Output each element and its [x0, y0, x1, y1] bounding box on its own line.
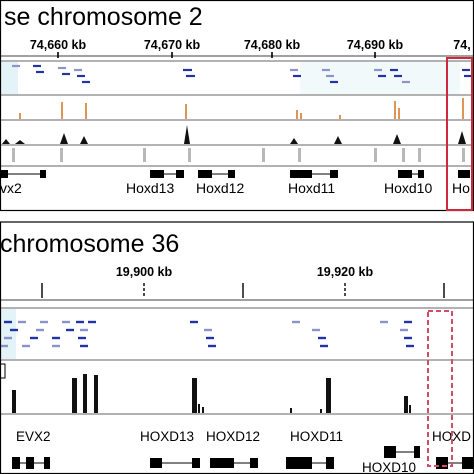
conserved-block [188, 148, 191, 162]
gene-label: Hoxd10 [384, 180, 432, 196]
gene-label: vx2 [0, 180, 22, 196]
signal-peak [80, 136, 88, 144]
gene-model [330, 170, 338, 178]
signal-peak [334, 136, 342, 144]
signal-peak [198, 404, 200, 413]
signal-peak [393, 134, 401, 144]
conserved-block [143, 148, 146, 162]
gene-model [150, 458, 162, 468]
gene-model [40, 170, 46, 178]
gene-model [0, 170, 8, 178]
signal-peak [2, 139, 10, 144]
signal-peak [202, 407, 204, 413]
signal-peak [60, 133, 68, 144]
signal-peak [83, 374, 87, 413]
gene-label: Ho [452, 180, 470, 196]
signal-peak [458, 131, 466, 144]
top-coord-label: 74,670 kb [144, 38, 201, 52]
gene-model [290, 170, 312, 178]
top-coord-label: 74, [453, 38, 470, 52]
gene-label: HOXD [432, 429, 471, 444]
top-feature-track [12, 64, 472, 84]
gene-model [250, 458, 258, 468]
bottom-track-separators [0, 307, 474, 415]
signal-peak [12, 390, 16, 413]
gene-model [228, 170, 235, 178]
top-coord-label: 74,690 kb [347, 38, 404, 52]
gene-model [384, 446, 396, 458]
conserved-block [462, 148, 465, 162]
bottom-coord-label: 19,920 kb [317, 265, 374, 279]
top-panel-frame [0, 0, 474, 212]
gene-model [458, 170, 470, 178]
bottom-feature-track [0, 320, 414, 348]
gene-label: EVX2 [16, 429, 51, 444]
gene-model [210, 458, 234, 468]
gene-model [286, 457, 312, 469]
gene-model [44, 457, 50, 469]
bottom-coord-label: 19,900 kb [116, 265, 173, 279]
gene-model [462, 457, 474, 469]
top-tint-left [0, 62, 18, 94]
gene-label: Hoxd11 [288, 180, 335, 196]
signal-peak [409, 405, 411, 413]
signal-peak [290, 138, 298, 144]
top-conservation-track [12, 148, 465, 162]
gene-label: HOXD10 [362, 460, 416, 474]
top-ruler [0, 52, 474, 58]
gene-model [418, 170, 424, 178]
top-gene-labels: vx2 Hoxd13 Hoxd12 Hoxd11 Hoxd10 Ho [0, 180, 470, 196]
signal-peak [192, 378, 197, 413]
gene-model [150, 170, 164, 178]
gene-model [414, 446, 420, 458]
gene-model [198, 170, 212, 178]
gene-label: Hoxd12 [196, 180, 244, 196]
signal-peak [320, 409, 322, 413]
gene-model [192, 458, 200, 468]
bottom-ruler [0, 283, 474, 301]
conserved-block [298, 148, 301, 162]
conserved-block [12, 148, 15, 162]
gene-model [326, 457, 334, 469]
signal-peak [94, 375, 98, 413]
top-gene-track [0, 170, 470, 178]
signal-peak [15, 140, 25, 144]
top-coordinate-labels: 74,660 kb 74,670 kb 74,680 kb 74,690 kb … [30, 38, 471, 52]
top-panel-title: se chromosome 2 [4, 3, 203, 31]
top-track-separators [0, 60, 474, 167]
bottom-gene-labels: EVX2 HOXD13 HOXD12 HOXD11 HOXD10 HOXD [16, 429, 471, 474]
top-highlight-box [446, 57, 473, 211]
gene-model [436, 457, 448, 469]
conserved-block [262, 148, 265, 162]
scale-box [0, 363, 6, 379]
gene-model [398, 170, 412, 178]
gene-model [26, 457, 34, 469]
gene-model [12, 457, 20, 469]
signal-peak [290, 408, 292, 413]
signal-peak [404, 396, 408, 413]
conserved-block [374, 148, 377, 162]
bottom-highlight-box [427, 310, 453, 467]
top-coord-label: 74,680 kb [244, 38, 301, 52]
signal-peak [184, 125, 190, 144]
gene-label: Hoxd13 [126, 180, 174, 196]
conserved-block [60, 148, 63, 162]
gene-model [176, 170, 184, 178]
bottom-coordinate-labels: 19,900 kb 19,920 kb [116, 265, 374, 279]
bottom-signal-track [12, 374, 411, 413]
conserved-block [402, 148, 405, 162]
conserved-block [418, 148, 421, 162]
top-orange-signal-track [19, 98, 464, 119]
signal-peak [326, 378, 331, 413]
gene-label: HOXD11 [290, 429, 343, 444]
bottom-tint-left [0, 309, 16, 359]
gene-label: HOXD12 [206, 429, 260, 444]
bottom-panel-title: chromosome 36 [0, 230, 179, 258]
gene-label: HOXD13 [140, 429, 194, 444]
top-black-signal-track [2, 125, 466, 144]
top-tint-right [300, 62, 460, 94]
top-coord-label: 74,660 kb [30, 38, 87, 52]
signal-peak [72, 378, 77, 413]
